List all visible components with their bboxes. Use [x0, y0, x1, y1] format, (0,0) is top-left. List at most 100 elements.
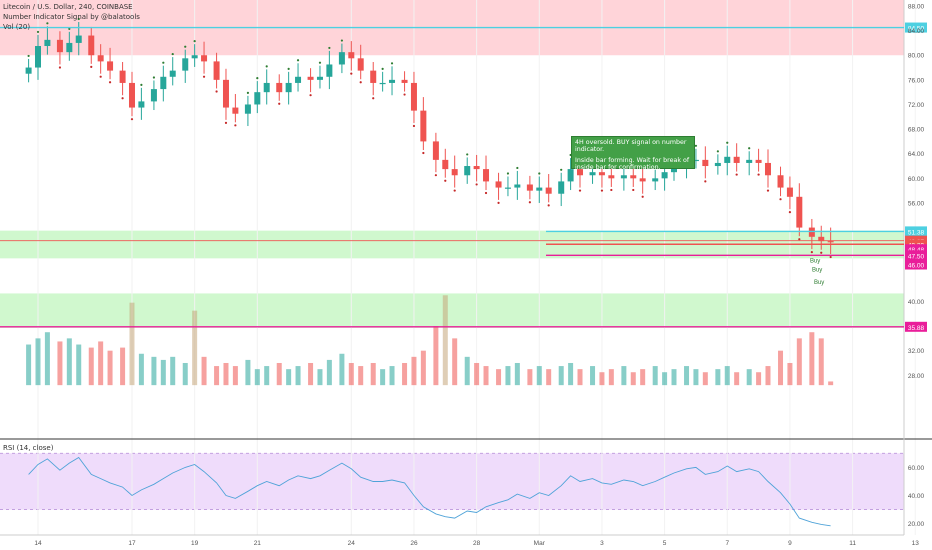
candle-body	[213, 61, 220, 80]
price-tick-label: 64.00	[908, 151, 925, 158]
candle-body	[35, 46, 41, 68]
level-label-bg	[905, 226, 927, 237]
candle-body	[389, 79, 396, 83]
candle-body	[495, 181, 502, 188]
candle-body	[326, 64, 333, 77]
candle-body	[473, 166, 480, 170]
volume-bar	[223, 362, 229, 386]
time-tick-label: Mar	[534, 540, 546, 547]
volume-bar	[88, 347, 94, 386]
candle-body	[764, 162, 771, 176]
volume-bar	[160, 359, 166, 386]
signal-dot	[287, 67, 290, 70]
buy-signal: Buy	[814, 280, 824, 286]
candle-body	[808, 227, 815, 237]
candle-body	[526, 184, 533, 191]
candle-body	[670, 166, 677, 173]
price-tick-label: 60.00	[908, 176, 925, 183]
price-axis-bg	[904, 0, 932, 550]
time-tick-label: 21	[254, 540, 262, 547]
volume-bar	[765, 366, 771, 386]
volume-bar	[608, 369, 614, 386]
candle-body	[514, 184, 521, 188]
candle-body	[652, 178, 659, 182]
volume-bar	[756, 372, 762, 386]
signal-dot	[444, 179, 447, 182]
candle-body	[285, 82, 292, 93]
rsi-tick-label: 60.00	[908, 465, 925, 472]
signal-dot	[68, 27, 71, 30]
candle-body	[232, 107, 239, 114]
time-tick-label: 26	[410, 540, 418, 547]
signal-dot	[735, 173, 738, 176]
signal-dot	[381, 67, 384, 70]
candle-body	[97, 55, 104, 62]
time-tick-label: 7	[725, 540, 729, 547]
volume-bar	[796, 338, 802, 386]
candle-body	[661, 172, 668, 179]
candle-body	[558, 181, 565, 194]
time-tick-label: 19	[191, 540, 199, 547]
signal-dot	[484, 191, 488, 195]
candle-body	[119, 70, 126, 83]
volume-bar	[402, 362, 408, 386]
signal-dot	[578, 189, 582, 192]
candle-body	[733, 156, 740, 163]
candle-body	[254, 92, 261, 105]
candle-body	[191, 55, 198, 59]
volume-bar	[120, 347, 126, 386]
candle-body	[75, 35, 82, 43]
volume-bar	[464, 356, 470, 386]
candle-body	[777, 175, 784, 188]
level-label-text: 46.00	[908, 263, 925, 270]
candle-body	[598, 172, 605, 176]
candle-body	[724, 156, 731, 163]
signal-dot	[359, 81, 362, 84]
volume-bar	[630, 372, 636, 386]
candle-body	[536, 187, 543, 191]
volume-bar	[138, 353, 144, 386]
signal-dot	[453, 189, 456, 192]
signal-dot	[46, 22, 49, 25]
signal-dot	[202, 75, 206, 78]
level-label-text: 84.50	[908, 26, 925, 33]
rsi-pane	[28, 456, 831, 527]
signal-dot	[152, 76, 156, 79]
signal-dot	[390, 62, 394, 65]
volume-bar	[474, 362, 480, 386]
signal-dot	[265, 65, 268, 68]
volume-bar	[339, 353, 345, 386]
signal-dot	[184, 45, 187, 48]
volume-bar	[433, 326, 439, 386]
annotation-box[interactable]: 4H oversold. BUY signal on number indica…	[571, 136, 695, 171]
volume-bar	[317, 369, 323, 386]
price-tick-label: 28.00	[908, 373, 925, 380]
signal-dot	[528, 201, 531, 204]
volume-bar	[590, 366, 596, 386]
candle-body	[577, 169, 584, 176]
candle-body	[150, 89, 157, 102]
level-label-text: 47.50	[908, 253, 925, 260]
candle-body	[432, 141, 439, 160]
volume-bars	[26, 295, 834, 386]
signal-dot	[694, 144, 698, 147]
price-tick-label: 32.00	[908, 348, 925, 355]
volume-bar	[505, 366, 511, 386]
volume-bar	[264, 366, 270, 386]
candle-body	[348, 52, 355, 59]
signal-dot	[318, 61, 322, 64]
price-tick-label: 56.00	[908, 200, 925, 207]
volume-bar	[308, 362, 314, 386]
candle-body	[746, 159, 753, 163]
rsi-tick-label: 40.00	[908, 493, 925, 500]
volume-bar	[389, 366, 395, 386]
volume-bar	[76, 344, 82, 386]
candle-body	[608, 175, 615, 179]
volume-bar	[778, 350, 784, 386]
candle-body	[160, 76, 167, 90]
volume-bar	[182, 362, 188, 386]
volume-label: Vol (20)	[3, 23, 31, 31]
signal-dot	[412, 124, 416, 128]
volume-bar	[276, 362, 282, 386]
